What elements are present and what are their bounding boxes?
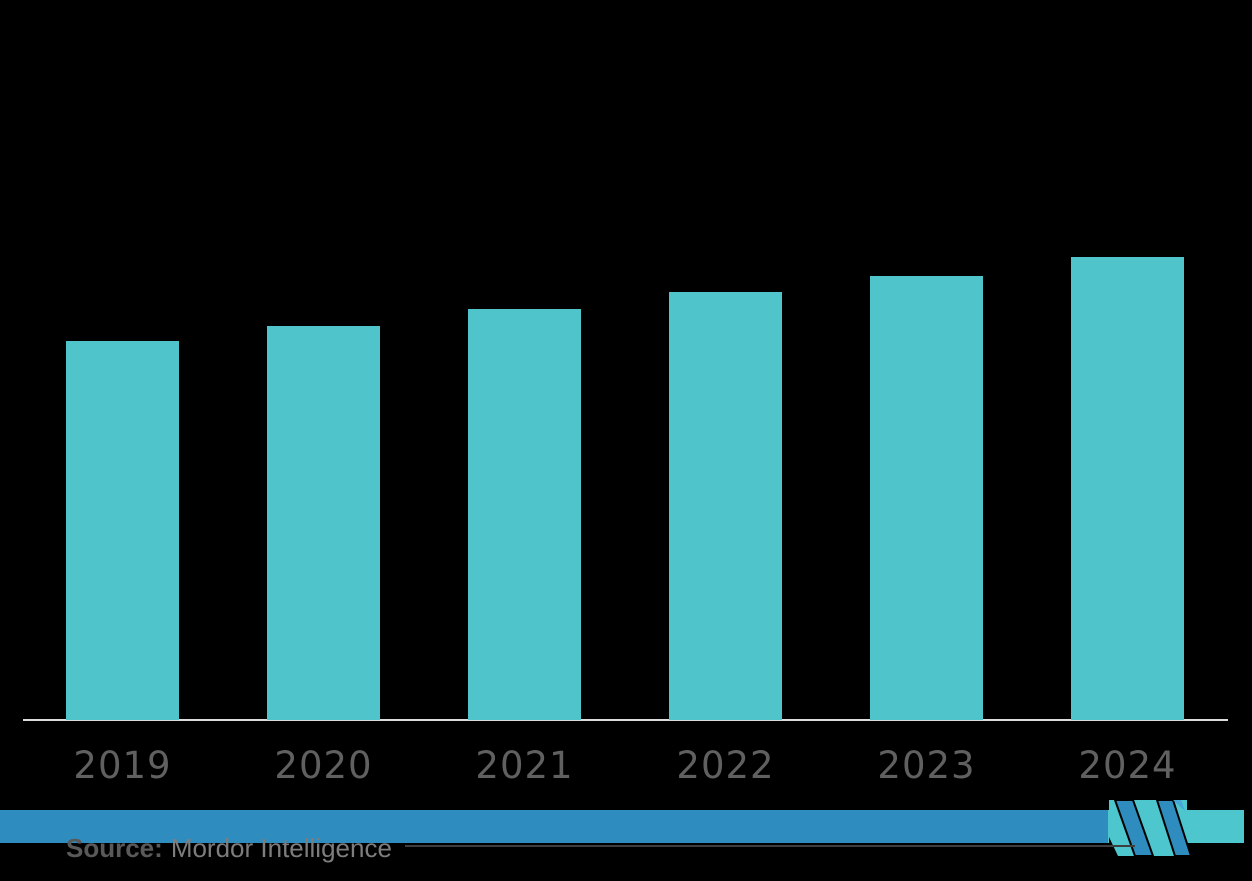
x-axis-line xyxy=(23,719,1228,721)
bar-2020 xyxy=(267,326,380,720)
logo-right-stroke xyxy=(1155,799,1193,857)
footer-band-blue xyxy=(0,810,1108,843)
x-tick-label-2021: 2021 xyxy=(475,744,574,787)
x-tick-label-2019: 2019 xyxy=(73,744,172,787)
logo-left-stroke xyxy=(1113,799,1155,857)
x-tick-label-2023: 2023 xyxy=(877,744,976,787)
bar-2023 xyxy=(870,276,983,720)
x-tick-label-2022: 2022 xyxy=(676,744,775,787)
logo-accent xyxy=(1173,800,1185,811)
source-label: Source: xyxy=(66,833,163,863)
x-tick-label-2020: 2020 xyxy=(274,744,373,787)
source-line: Source: Mordor Intelligence xyxy=(66,833,392,863)
source-text: Mordor Intelligence xyxy=(170,833,392,863)
bar-2024 xyxy=(1071,257,1184,720)
mordor-intelligence-logo xyxy=(1109,799,1193,857)
bar-2022 xyxy=(669,292,782,720)
footer-rule xyxy=(405,845,1135,847)
x-tick-label-2024: 2024 xyxy=(1078,744,1177,787)
bar-2021 xyxy=(468,309,581,720)
bar-2019 xyxy=(66,341,179,720)
